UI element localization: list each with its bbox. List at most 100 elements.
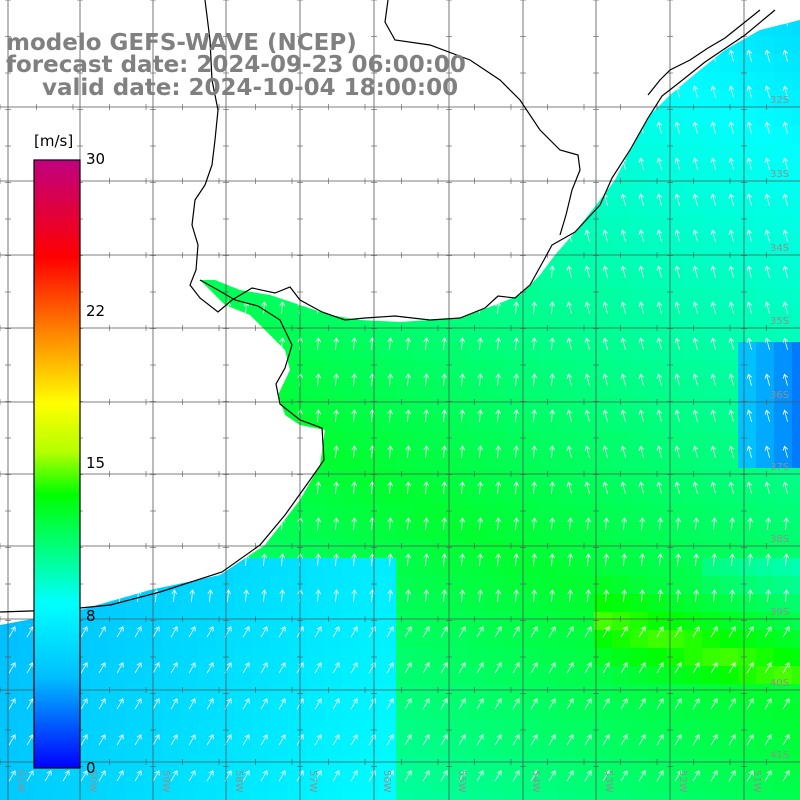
- speed-cell: [792, 738, 800, 757]
- speed-cell: [378, 774, 397, 793]
- speed-cell: [702, 324, 721, 343]
- speed-cell: [342, 0, 361, 19]
- wind-arrow: [278, 626, 286, 638]
- speed-cell: [288, 414, 307, 433]
- speed-cell: [450, 144, 469, 163]
- speed-cell: [684, 540, 703, 559]
- wind-arrow: [423, 481, 430, 495]
- wind-arrow: [441, 301, 448, 315]
- speed-cell: [414, 108, 433, 127]
- wind-arrow: [566, 626, 574, 638]
- speed-cell: [414, 792, 433, 800]
- speed-cell: [720, 414, 739, 433]
- speed-cell: [414, 360, 433, 379]
- speed-cell: [576, 0, 595, 19]
- speed-cell: [612, 504, 631, 523]
- wind-arrow: [332, 734, 340, 746]
- speed-cell: [180, 432, 199, 451]
- lat-label: 35S: [770, 316, 789, 327]
- wind-arrow: [782, 770, 790, 782]
- speed-cell: [396, 0, 415, 19]
- speed-cell: [576, 270, 595, 289]
- speed-cell: [774, 306, 793, 325]
- speed-cell: [756, 360, 775, 379]
- speed-cell: [774, 108, 793, 127]
- speed-cell: [756, 324, 775, 343]
- speed-cell: [198, 324, 217, 343]
- speed-cell: [324, 594, 343, 613]
- speed-cell: [378, 126, 397, 145]
- wind-arrow: [566, 85, 573, 98]
- speed-cell: [774, 288, 793, 307]
- wind-arrow: [638, 373, 645, 386]
- speed-cell: [576, 630, 595, 649]
- speed-cell: [198, 558, 217, 577]
- speed-cell: [558, 612, 577, 631]
- wind-arrow: [639, 589, 646, 603]
- speed-cell: [360, 126, 379, 145]
- speed-cell: [414, 270, 433, 289]
- speed-cell: [558, 576, 577, 595]
- speed-cell: [90, 612, 109, 631]
- speed-cell: [324, 234, 343, 253]
- speed-cell: [288, 144, 307, 163]
- wind-arrow: [117, 265, 124, 279]
- speed-cell: [234, 180, 253, 199]
- speed-cell: [468, 108, 487, 127]
- speed-cell: [90, 540, 109, 559]
- speed-cell: [0, 108, 19, 127]
- wind-arrow: [422, 734, 430, 746]
- wind-arrow: [459, 157, 466, 171]
- wind-arrow: [279, 121, 286, 135]
- wind-arrow: [602, 770, 610, 782]
- wind-arrow: [710, 265, 717, 278]
- speed-cell: [396, 198, 415, 217]
- wind-arrow: [207, 373, 214, 387]
- speed-cell: [342, 126, 361, 145]
- speed-cell: [450, 702, 469, 721]
- speed-cell: [0, 450, 19, 469]
- speed-cell: [468, 378, 487, 397]
- wind-arrow: [441, 589, 448, 603]
- speed-cell: [504, 324, 523, 343]
- speed-cell: [198, 360, 217, 379]
- wind-arrow: [135, 157, 142, 171]
- speed-cell: [792, 648, 800, 667]
- speed-cell: [108, 774, 127, 793]
- speed-cell: [0, 558, 19, 577]
- speed-cell: [324, 738, 343, 757]
- speed-cell: [0, 396, 19, 415]
- speed-cell: [342, 648, 361, 667]
- speed-cell: [612, 630, 631, 649]
- speed-cell: [666, 684, 685, 703]
- wind-arrow: [117, 517, 124, 531]
- speed-cell: [612, 342, 631, 361]
- speed-cell: [288, 0, 307, 19]
- wind-arrow: [278, 662, 286, 674]
- speed-cell: [720, 738, 739, 757]
- speed-cell: [288, 792, 307, 800]
- speed-cell: [198, 450, 217, 469]
- wind-arrow: [261, 445, 268, 459]
- wind-arrow: [476, 734, 484, 746]
- speed-cell: [378, 270, 397, 289]
- speed-cell: [756, 20, 775, 37]
- speed-cell: [774, 54, 793, 73]
- speed-cell: [252, 144, 271, 163]
- speed-cell: [540, 144, 559, 163]
- speed-cell: [288, 108, 307, 127]
- speed-cell: [576, 216, 595, 235]
- wind-arrow: [8, 734, 16, 746]
- wind-arrow: [674, 409, 681, 422]
- wind-arrow: [549, 481, 556, 495]
- speed-cell: [90, 108, 109, 127]
- speed-cell: [522, 450, 541, 469]
- speed-cell: [0, 504, 19, 523]
- speed-cell: [648, 594, 667, 613]
- speed-cell: [468, 468, 487, 487]
- speed-cell: [738, 792, 757, 800]
- speed-cell: [414, 450, 433, 469]
- speed-cell: [18, 90, 37, 109]
- speed-cell: [90, 486, 109, 505]
- speed-cell: [558, 306, 577, 325]
